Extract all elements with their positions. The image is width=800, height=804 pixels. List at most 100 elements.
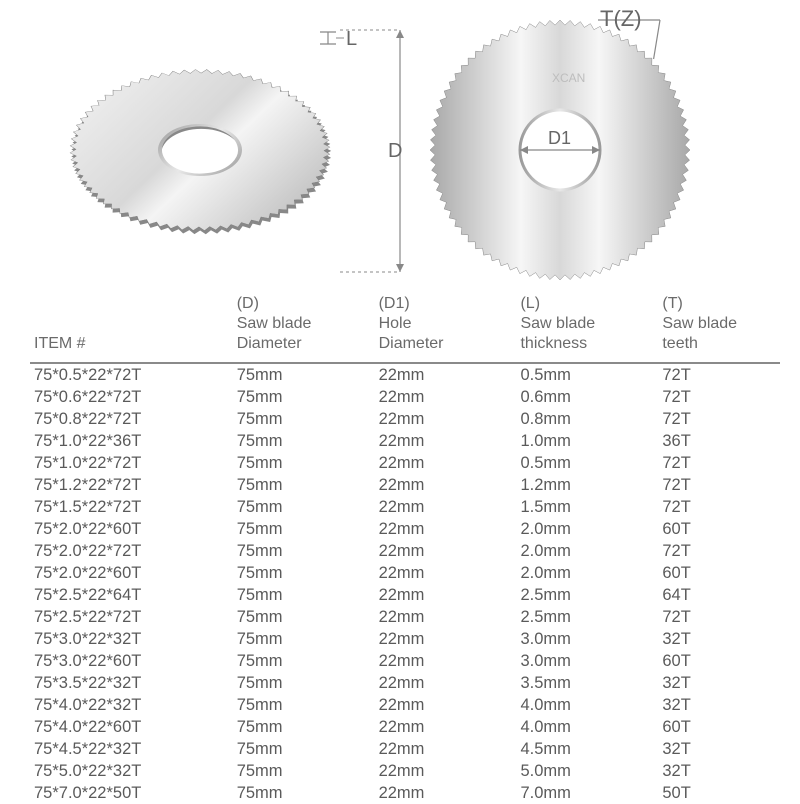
col-name-line: Saw blade bbox=[520, 314, 654, 334]
svg-text:D1: D1 bbox=[548, 128, 571, 148]
table-row: 75*5.0*22*32T75mm22mm5.0mm32T bbox=[30, 760, 780, 782]
cell-thickness: 4.5mm bbox=[516, 738, 658, 760]
table-row: 75*3.0*22*60T75mm22mm3.0mm60T bbox=[30, 650, 780, 672]
cell-teeth: 32T bbox=[658, 628, 780, 650]
table-row: 75*3.0*22*32T75mm22mm3.0mm32T bbox=[30, 628, 780, 650]
cell-teeth: 72T bbox=[658, 606, 780, 628]
table-row: 75*7.0*22*50T75mm22mm7.0mm50T bbox=[30, 782, 780, 804]
cell-hole: 22mm bbox=[375, 738, 517, 760]
cell-item: 75*4.5*22*32T bbox=[30, 738, 233, 760]
cell-item: 75*2.0*22*60T bbox=[30, 562, 233, 584]
col-code: (T) bbox=[662, 294, 776, 314]
cell-hole: 22mm bbox=[375, 363, 517, 386]
cell-hole: 22mm bbox=[375, 628, 517, 650]
col-header-teeth: (T)Saw bladeteeth bbox=[658, 290, 780, 363]
cell-item: 75*3.0*22*60T bbox=[30, 650, 233, 672]
cell-item: 75*4.0*22*32T bbox=[30, 694, 233, 716]
col-name-line: Saw blade bbox=[237, 314, 371, 334]
table-row: 75*0.6*22*72T75mm22mm0.6mm72T bbox=[30, 386, 780, 408]
dim-label-TZ: T(Z) bbox=[600, 6, 642, 32]
col-name-line: Diameter bbox=[379, 334, 513, 354]
cell-thickness: 1.5mm bbox=[516, 496, 658, 518]
diagram-area: XCAND1 L D T(Z) bbox=[0, 0, 800, 290]
col-header-item: ITEM # bbox=[30, 290, 233, 363]
cell-teeth: 72T bbox=[658, 363, 780, 386]
col-header-diameter: (D)Saw bladeDiameter bbox=[233, 290, 375, 363]
cell-thickness: 0.5mm bbox=[516, 452, 658, 474]
cell-teeth: 60T bbox=[658, 562, 780, 584]
col-name-line: teeth bbox=[662, 334, 776, 354]
cell-diameter: 75mm bbox=[233, 782, 375, 804]
cell-diameter: 75mm bbox=[233, 363, 375, 386]
cell-item: 75*2.5*22*64T bbox=[30, 584, 233, 606]
cell-hole: 22mm bbox=[375, 716, 517, 738]
cell-teeth: 50T bbox=[658, 782, 780, 804]
cell-item: 75*1.5*22*72T bbox=[30, 496, 233, 518]
cell-diameter: 75mm bbox=[233, 672, 375, 694]
cell-thickness: 3.5mm bbox=[516, 672, 658, 694]
cell-hole: 22mm bbox=[375, 540, 517, 562]
col-name-line: Saw blade bbox=[662, 314, 776, 334]
cell-hole: 22mm bbox=[375, 650, 517, 672]
cell-hole: 22mm bbox=[375, 496, 517, 518]
table-row: 75*2.0*22*72T75mm22mm2.0mm72T bbox=[30, 540, 780, 562]
cell-diameter: 75mm bbox=[233, 562, 375, 584]
cell-teeth: 72T bbox=[658, 540, 780, 562]
cell-item: 75*0.8*22*72T bbox=[30, 408, 233, 430]
cell-hole: 22mm bbox=[375, 430, 517, 452]
cell-item: 75*1.0*22*72T bbox=[30, 452, 233, 474]
table-row: 75*4.5*22*32T75mm22mm4.5mm32T bbox=[30, 738, 780, 760]
cell-item: 75*3.0*22*32T bbox=[30, 628, 233, 650]
cell-hole: 22mm bbox=[375, 782, 517, 804]
cell-hole: 22mm bbox=[375, 562, 517, 584]
cell-thickness: 1.0mm bbox=[516, 430, 658, 452]
cell-teeth: 60T bbox=[658, 518, 780, 540]
cell-diameter: 75mm bbox=[233, 628, 375, 650]
table-row: 75*1.5*22*72T75mm22mm1.5mm72T bbox=[30, 496, 780, 518]
cell-item: 75*2.0*22*72T bbox=[30, 540, 233, 562]
cell-teeth: 64T bbox=[658, 584, 780, 606]
cell-item: 75*4.0*22*60T bbox=[30, 716, 233, 738]
cell-teeth: 32T bbox=[658, 738, 780, 760]
cell-item: 75*2.0*22*60T bbox=[30, 518, 233, 540]
table-row: 75*0.8*22*72T75mm22mm0.8mm72T bbox=[30, 408, 780, 430]
col-header-thickness: (L)Saw bladethickness bbox=[516, 290, 658, 363]
cell-diameter: 75mm bbox=[233, 738, 375, 760]
table-row: 75*1.0*22*72T75mm22mm0.5mm72T bbox=[30, 452, 780, 474]
cell-hole: 22mm bbox=[375, 760, 517, 782]
cell-hole: 22mm bbox=[375, 518, 517, 540]
cell-diameter: 75mm bbox=[233, 386, 375, 408]
cell-teeth: 60T bbox=[658, 716, 780, 738]
col-header-hole: (D1)HoleDiameter bbox=[375, 290, 517, 363]
cell-hole: 22mm bbox=[375, 672, 517, 694]
cell-thickness: 0.8mm bbox=[516, 408, 658, 430]
cell-diameter: 75mm bbox=[233, 606, 375, 628]
cell-thickness: 3.0mm bbox=[516, 650, 658, 672]
spec-table: ITEM #(D)Saw bladeDiameter(D1)HoleDiamet… bbox=[30, 290, 780, 804]
cell-teeth: 60T bbox=[658, 650, 780, 672]
cell-hole: 22mm bbox=[375, 694, 517, 716]
cell-teeth: 72T bbox=[658, 408, 780, 430]
cell-item: 75*3.5*22*32T bbox=[30, 672, 233, 694]
cell-hole: 22mm bbox=[375, 606, 517, 628]
cell-diameter: 75mm bbox=[233, 452, 375, 474]
cell-thickness: 7.0mm bbox=[516, 782, 658, 804]
col-code: (D1) bbox=[379, 294, 513, 314]
cell-thickness: 4.0mm bbox=[516, 716, 658, 738]
table-row: 75*2.0*22*60T75mm22mm2.0mm60T bbox=[30, 518, 780, 540]
cell-diameter: 75mm bbox=[233, 430, 375, 452]
cell-thickness: 0.5mm bbox=[516, 363, 658, 386]
cell-diameter: 75mm bbox=[233, 474, 375, 496]
cell-thickness: 3.0mm bbox=[516, 628, 658, 650]
col-name-line: ITEM # bbox=[34, 334, 229, 354]
cell-item: 75*0.6*22*72T bbox=[30, 386, 233, 408]
dim-label-D: D bbox=[388, 140, 402, 163]
svg-text:XCAN: XCAN bbox=[552, 71, 585, 85]
col-name-line: Diameter bbox=[237, 334, 371, 354]
cell-teeth: 32T bbox=[658, 672, 780, 694]
cell-thickness: 2.5mm bbox=[516, 606, 658, 628]
cell-hole: 22mm bbox=[375, 386, 517, 408]
cell-item: 75*5.0*22*32T bbox=[30, 760, 233, 782]
spec-table-head: ITEM #(D)Saw bladeDiameter(D1)HoleDiamet… bbox=[30, 290, 780, 363]
cell-teeth: 36T bbox=[658, 430, 780, 452]
